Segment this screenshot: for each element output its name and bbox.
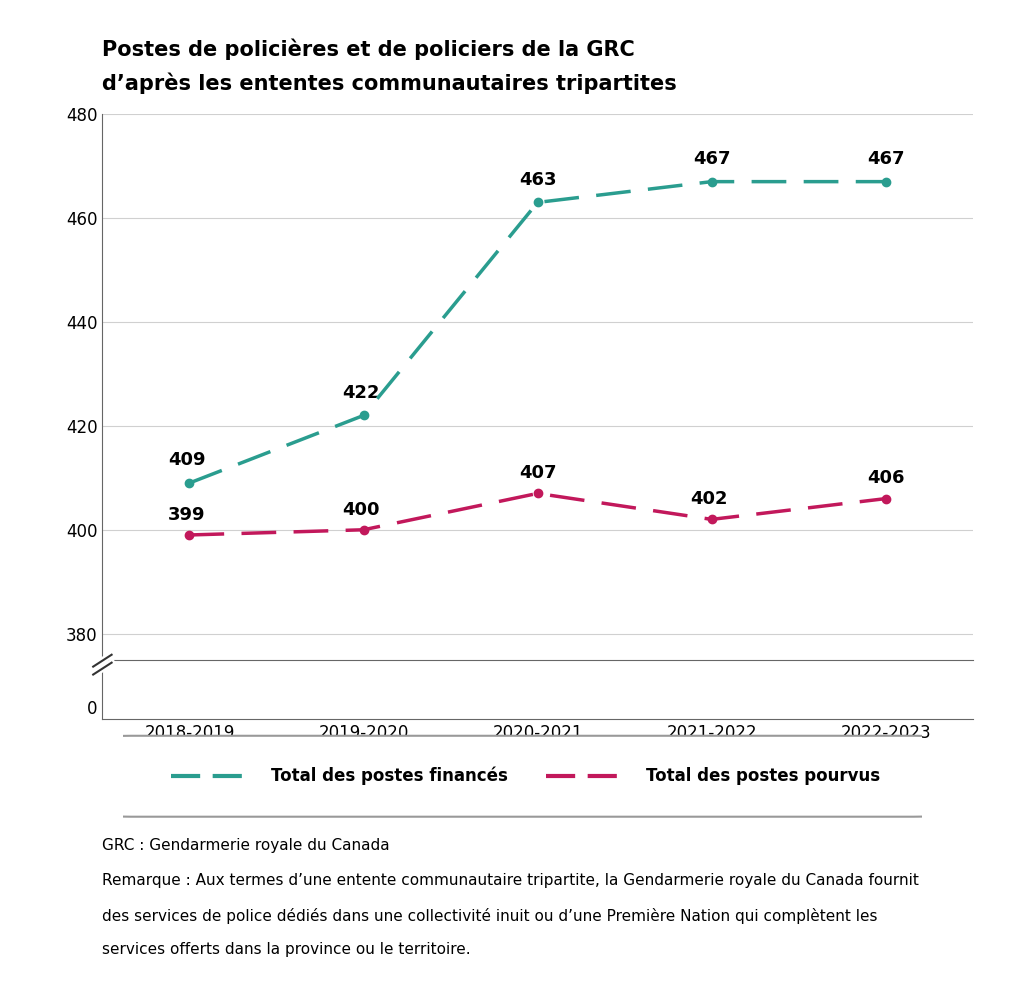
Text: 407: 407 [519, 464, 556, 482]
FancyBboxPatch shape [106, 736, 938, 816]
Text: Postes de policières et de policiers de la GRC: Postes de policières et de policiers de … [102, 38, 635, 60]
Text: Total des postes financés: Total des postes financés [270, 767, 508, 786]
Text: 400: 400 [342, 501, 380, 519]
Text: 463: 463 [519, 171, 556, 188]
Text: services offerts dans la province ou le territoire.: services offerts dans la province ou le … [102, 942, 471, 957]
Text: 467: 467 [867, 150, 904, 168]
Text: Remarque : Aux termes d’une entente communautaire tripartite, la Gendarmerie roy: Remarque : Aux termes d’une entente comm… [102, 873, 920, 888]
Text: 402: 402 [690, 490, 728, 508]
Text: des services de police dédiés dans une collectivité inuit ou d’une Première Nati: des services de police dédiés dans une c… [102, 908, 878, 924]
Text: 406: 406 [867, 469, 904, 487]
Text: 467: 467 [693, 150, 730, 168]
Text: 422: 422 [342, 384, 380, 402]
Text: GRC : Gendarmerie royale du Canada: GRC : Gendarmerie royale du Canada [102, 838, 390, 853]
Text: 399: 399 [168, 506, 206, 524]
Text: Total des postes pourvus: Total des postes pourvus [646, 767, 881, 786]
Text: d’après les ententes communautaires tripartites: d’après les ententes communautaires trip… [102, 72, 677, 94]
Text: 409: 409 [168, 451, 206, 469]
